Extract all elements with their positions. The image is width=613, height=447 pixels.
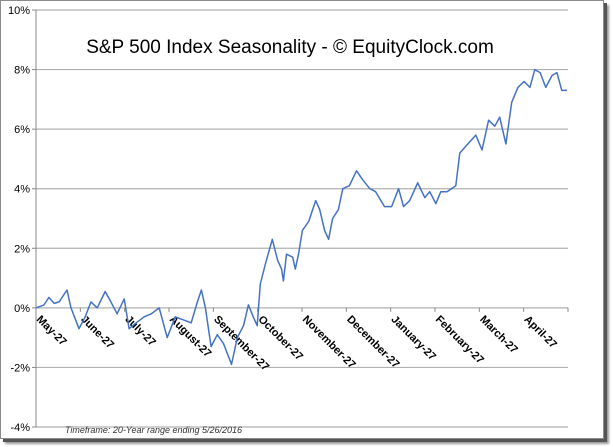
y-tick-label: 6% <box>14 124 30 136</box>
y-tick-label: 2% <box>14 243 30 255</box>
y-tick-label: 8% <box>14 65 30 77</box>
y-tick-label: 10% <box>8 5 30 17</box>
timeframe-note: Timeframe: 20-Year range ending 5/26/201… <box>65 425 242 435</box>
y-tick-label: -4% <box>10 422 30 434</box>
y-tick-label: 0% <box>14 303 30 315</box>
x-tick-label: April-27 <box>522 313 559 350</box>
x-tick-label: May-27 <box>34 313 69 348</box>
y-tick-label: 4% <box>14 184 30 196</box>
x-tick-label: March-27 <box>477 313 520 356</box>
chart-frame <box>0 0 604 439</box>
y-tick-label: -2% <box>10 362 30 374</box>
chart-title: S&P 500 Index Seasonality - © EquityCloc… <box>86 37 494 58</box>
series-line <box>35 68 568 366</box>
